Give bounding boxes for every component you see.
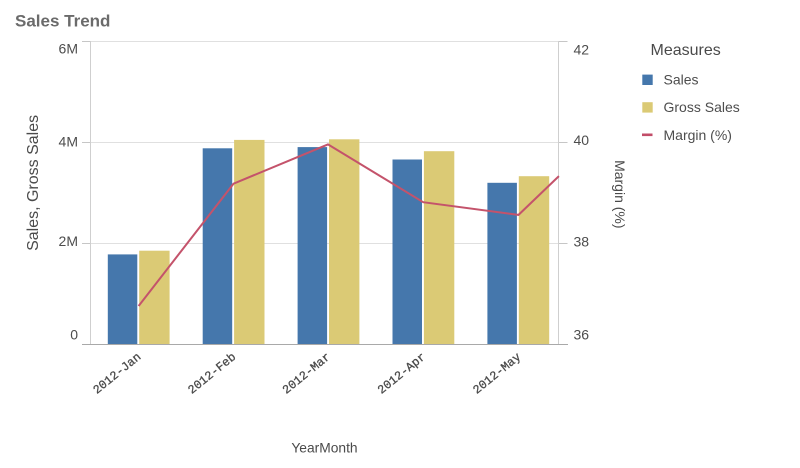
svg-text:42: 42 xyxy=(574,41,590,57)
svg-text:4M: 4M xyxy=(59,133,78,149)
svg-text:0: 0 xyxy=(70,327,78,343)
svg-text:38: 38 xyxy=(574,234,590,250)
svg-text:Gross Sales: Gross Sales xyxy=(664,99,740,115)
svg-text:YearMonth: YearMonth xyxy=(291,440,357,455)
svg-text:40: 40 xyxy=(574,132,590,148)
svg-text:Measures: Measures xyxy=(651,42,721,59)
svg-text:6M: 6M xyxy=(59,41,78,57)
svg-text:2M: 2M xyxy=(59,233,78,249)
svg-text:Sales, Gross Sales: Sales, Gross Sales xyxy=(25,115,42,251)
svg-text:Sales Trend: Sales Trend xyxy=(15,12,110,31)
svg-text:Margin (%): Margin (%) xyxy=(612,160,628,228)
svg-text:Margin (%): Margin (%) xyxy=(664,127,732,143)
svg-text:36: 36 xyxy=(574,327,590,343)
svg-text:Sales: Sales xyxy=(664,72,699,88)
